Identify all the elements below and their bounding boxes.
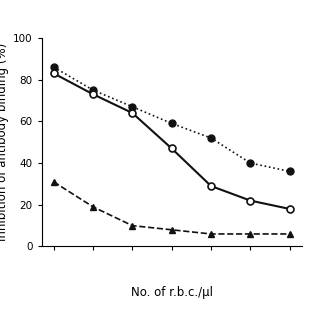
- Y-axis label: Inhibition of antibody binding (%): Inhibition of antibody binding (%): [0, 43, 9, 241]
- X-axis label: No. of r.b.c./μl: No. of r.b.c./μl: [131, 286, 213, 299]
